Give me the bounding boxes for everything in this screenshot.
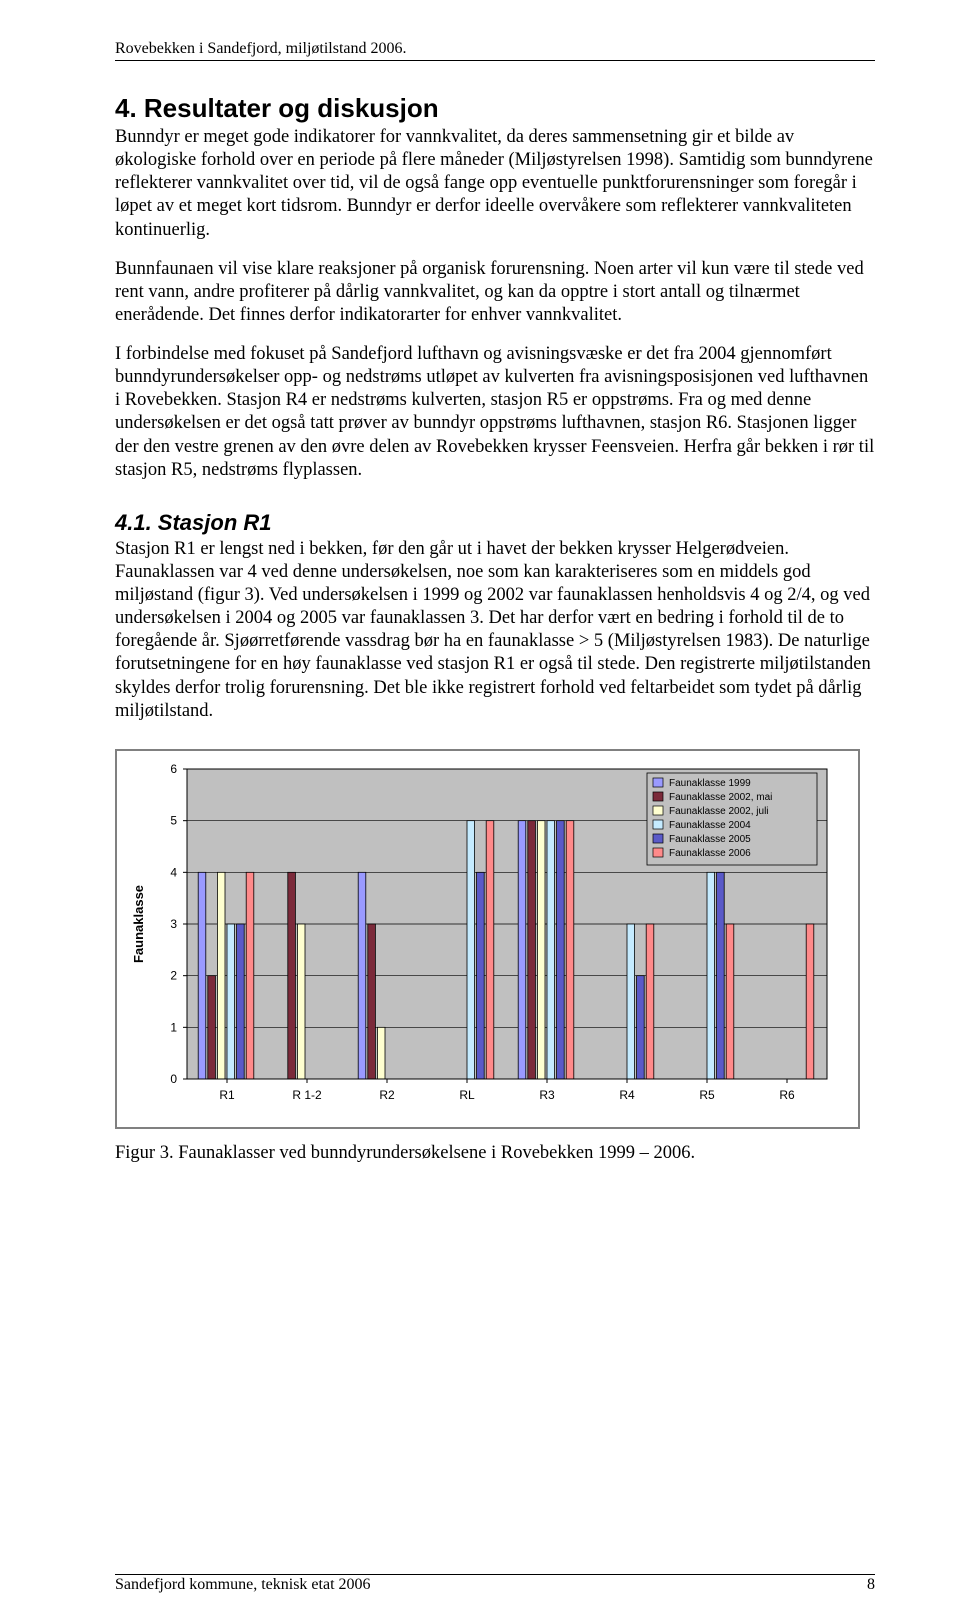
- section-4-para-1: Bunndyr er meget gode indikatorer for va…: [115, 126, 875, 242]
- svg-text:Faunaklasse 1999: Faunaklasse 1999: [669, 778, 751, 789]
- section-41-para-1: Stasjon R1 er lengst ned i bekken, før d…: [115, 538, 875, 723]
- svg-text:Faunaklasse: Faunaklasse: [131, 885, 146, 963]
- svg-text:3: 3: [170, 917, 177, 931]
- section-41-title: 4.1. Stasjon R1: [115, 510, 875, 536]
- svg-text:R1: R1: [219, 1088, 235, 1102]
- footer-left: Sandefjord kommune, teknisk etat 2006: [115, 1576, 371, 1594]
- svg-text:6: 6: [170, 762, 177, 776]
- svg-text:1: 1: [170, 1020, 177, 1034]
- section-4-para-3: I forbindelse med fokuset på Sandefjord …: [115, 343, 875, 482]
- svg-text:R 1-2: R 1-2: [292, 1088, 322, 1102]
- svg-text:Faunaklasse 2002, juli: Faunaklasse 2002, juli: [669, 806, 769, 817]
- svg-text:R6: R6: [779, 1088, 795, 1102]
- svg-text:R3: R3: [539, 1088, 555, 1102]
- faunaklasse-chart: 0 1 2 3 4 5 6 Faunaklasse R1 R 1-2 R2 RL R3 R4 R5 R6 Fau…: [115, 749, 860, 1129]
- svg-text:R4: R4: [619, 1088, 635, 1102]
- svg-text:5: 5: [170, 813, 177, 827]
- figure-3-caption: Figur 3. Faunaklasser ved bunndyrundersø…: [115, 1143, 875, 1164]
- chart-svg: 0 1 2 3 4 5 6 Faunaklasse R1 R 1-2 R2 RL R3 R4 R5 R6 Fau…: [117, 751, 858, 1127]
- svg-text:4: 4: [170, 865, 177, 879]
- page-footer: Sandefjord kommune, teknisk etat 2006 8: [115, 1574, 875, 1594]
- svg-text:0: 0: [170, 1072, 177, 1086]
- svg-text:Faunaklasse 2004: Faunaklasse 2004: [669, 820, 751, 831]
- svg-text:Faunaklasse 2006: Faunaklasse 2006: [669, 848, 751, 859]
- svg-text:Faunaklasse 2005: Faunaklasse 2005: [669, 834, 751, 845]
- page-header: Rovebekken i Sandefjord, miljøtilstand 2…: [115, 40, 875, 61]
- section-4-para-2: Bunnfaunaen vil vise klare reaksjoner på…: [115, 258, 875, 327]
- footer-page-number: 8: [867, 1576, 875, 1594]
- svg-text:2: 2: [170, 968, 177, 982]
- svg-text:R2: R2: [379, 1088, 395, 1102]
- svg-text:R5: R5: [699, 1088, 715, 1102]
- section-4-title: 4. Resultater og diskusjon: [115, 93, 875, 124]
- svg-text:Faunaklasse 2002, mai: Faunaklasse 2002, mai: [669, 792, 772, 803]
- svg-text:RL: RL: [459, 1088, 475, 1102]
